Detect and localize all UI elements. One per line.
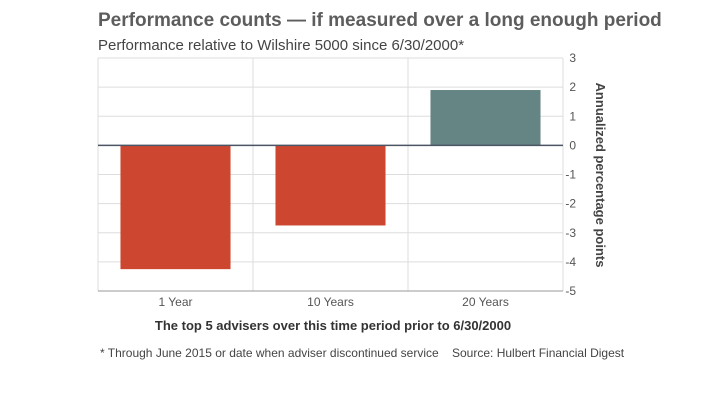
bar-20-years	[430, 90, 541, 146]
y-tick-label: 1	[569, 109, 576, 123]
y-tick-label: 0	[569, 138, 576, 152]
x-tick-labels: 1 Year 10 Years 20 Years	[158, 295, 508, 309]
chart-title: Performance counts — if measured over a …	[98, 10, 662, 31]
y-tick-label: 3	[569, 51, 576, 65]
bar-1-year	[120, 145, 231, 270]
y-axis-label: Annualized percentage points	[593, 83, 608, 268]
bar-10-years	[275, 145, 386, 226]
y-tick-label: -4	[565, 255, 576, 269]
axes	[98, 144, 563, 292]
y-tick-label: -5	[565, 284, 576, 298]
x-tick-label: 20 Years	[462, 295, 509, 309]
y-tick-label: 2	[569, 80, 576, 94]
footnote: * Through June 2015 or date when adviser…	[100, 346, 439, 360]
chart-subtitle: Performance relative to Wilshire 5000 si…	[98, 37, 465, 54]
x-tick-label: 1 Year	[158, 295, 192, 309]
source-note: Source: Hulbert Financial Digest	[452, 346, 625, 360]
y-tick-label: -1	[565, 168, 576, 182]
y-tick-label: -3	[565, 226, 576, 240]
x-tick-label: 10 Years	[307, 295, 354, 309]
x-axis-label: The top 5 advisers over this time period…	[154, 318, 512, 333]
y-tick-labels: 3 2 1 0 -1 -2 -3 -4 -5	[565, 51, 576, 298]
bars	[120, 90, 541, 270]
grid-lines	[97, 57, 564, 292]
y-tick-label: -2	[565, 197, 576, 211]
